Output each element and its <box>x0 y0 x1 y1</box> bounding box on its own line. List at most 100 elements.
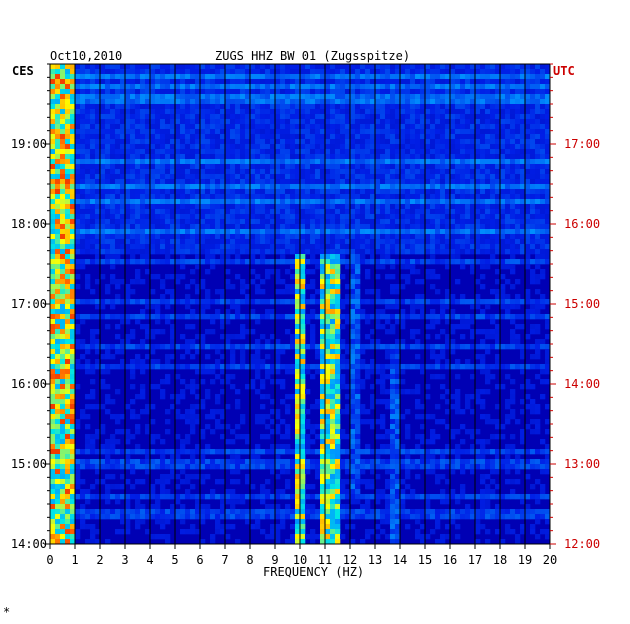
spectrogram-cell <box>320 164 326 170</box>
spectrogram-cell <box>65 309 71 315</box>
spectrogram-cell <box>110 214 116 220</box>
spectrogram-cell <box>60 124 66 130</box>
spectrogram-cell <box>85 249 91 255</box>
spectrogram-cell <box>420 174 426 180</box>
spectrogram-cell <box>170 249 176 255</box>
spectrogram-cell <box>60 294 66 300</box>
spectrogram-cell <box>515 214 521 220</box>
spectrogram-cell <box>530 354 536 360</box>
spectrogram-cell <box>395 149 401 155</box>
spectrogram-cell <box>445 234 451 240</box>
spectrogram-cell <box>280 139 286 145</box>
spectrogram-cell <box>350 279 356 285</box>
spectrogram-cell <box>360 84 366 90</box>
spectrogram-cell <box>460 209 466 215</box>
spectrogram-cell <box>95 174 101 180</box>
spectrogram-cell <box>350 329 356 335</box>
spectrogram-cell <box>475 179 481 185</box>
spectrogram-cell <box>490 164 496 170</box>
spectrogram-cell <box>205 159 211 165</box>
spectrogram-cell <box>210 329 216 335</box>
spectrogram-cell <box>80 69 86 75</box>
spectrogram-cell <box>210 234 216 240</box>
spectrogram-cell <box>90 69 96 75</box>
spectrogram-cell <box>200 234 206 240</box>
spectrogram-cell <box>485 129 491 135</box>
spectrogram-cell <box>530 314 536 320</box>
spectrogram-cell <box>410 344 416 350</box>
spectrogram-cell <box>240 169 246 175</box>
spectrogram-cell <box>320 74 326 80</box>
spectrogram-cell <box>105 134 111 140</box>
spectrogram-cell <box>470 264 476 270</box>
spectrogram-cell <box>230 149 236 155</box>
spectrogram-cell <box>360 209 366 215</box>
spectrogram-cell <box>270 74 276 80</box>
spectrogram-cell <box>195 204 201 210</box>
spectrogram-cell <box>385 154 391 160</box>
spectrogram-cell <box>195 289 201 295</box>
spectrogram-cell <box>90 239 96 245</box>
spectrogram-cell <box>255 299 261 305</box>
spectrogram-cell <box>270 314 276 320</box>
spectrogram-cell <box>340 174 346 180</box>
spectrogram-cell <box>130 159 136 165</box>
spectrogram-cell <box>100 204 106 210</box>
spectrogram-cell <box>220 124 226 130</box>
spectrogram-cell <box>130 214 136 220</box>
spectrogram-cell <box>365 154 371 160</box>
spectrogram-cell <box>135 134 141 140</box>
spectrogram-cell <box>260 69 266 75</box>
spectrogram-cell <box>305 189 311 195</box>
spectrogram-cell <box>170 314 176 320</box>
spectrogram-cell <box>225 229 231 235</box>
spectrogram-cell <box>200 279 206 285</box>
spectrogram-cell <box>285 214 291 220</box>
spectrogram-cell <box>440 234 446 240</box>
spectrogram-cell <box>115 64 121 70</box>
spectrogram-cell <box>275 69 281 75</box>
spectrogram-cell <box>210 89 216 95</box>
spectrogram-cell <box>70 309 76 315</box>
spectrogram-cell <box>425 149 431 155</box>
spectrogram-cell <box>135 274 141 280</box>
spectrogram-cell <box>65 209 71 215</box>
spectrogram-cell <box>240 229 246 235</box>
spectrogram-cell <box>205 154 211 160</box>
spectrogram-cell <box>350 144 356 150</box>
spectrogram-cell <box>120 69 126 75</box>
spectrogram-cell <box>540 314 546 320</box>
spectrogram-cell <box>255 184 261 190</box>
spectrogram-cell <box>110 139 116 145</box>
spectrogram-cell <box>95 69 101 75</box>
spectrogram-cell <box>475 99 481 105</box>
spectrogram-cell <box>475 149 481 155</box>
spectrogram-cell <box>115 139 121 145</box>
spectrogram-cell <box>490 159 496 165</box>
spectrogram-cell <box>480 284 486 290</box>
spectrogram-cell <box>365 79 371 85</box>
spectrogram-cell <box>280 79 286 85</box>
spectrogram-cell <box>340 129 346 135</box>
spectrogram-cell <box>220 249 226 255</box>
spectrogram-cell <box>410 229 416 235</box>
spectrogram-cell <box>230 239 236 245</box>
spectrogram-cell <box>215 139 221 145</box>
spectrogram-cell <box>515 94 521 100</box>
spectrogram-cell <box>335 114 341 120</box>
spectrogram-cell <box>465 314 471 320</box>
spectrogram-cell <box>95 229 101 235</box>
spectrogram-cell <box>495 209 501 215</box>
spectrogram-cell <box>165 89 171 95</box>
spectrogram-cell <box>70 209 76 215</box>
spectrogram-cell <box>230 194 236 200</box>
spectrogram-cell <box>55 184 61 190</box>
spectrogram-cell <box>340 219 346 225</box>
spectrogram-cell <box>350 159 356 165</box>
spectrogram-cell <box>345 129 351 135</box>
spectrogram-cell <box>415 354 421 360</box>
spectrogram-cell <box>105 314 111 320</box>
spectrogram-cell <box>135 79 141 85</box>
spectrogram-cell <box>365 89 371 95</box>
spectrogram-cell <box>300 69 306 75</box>
